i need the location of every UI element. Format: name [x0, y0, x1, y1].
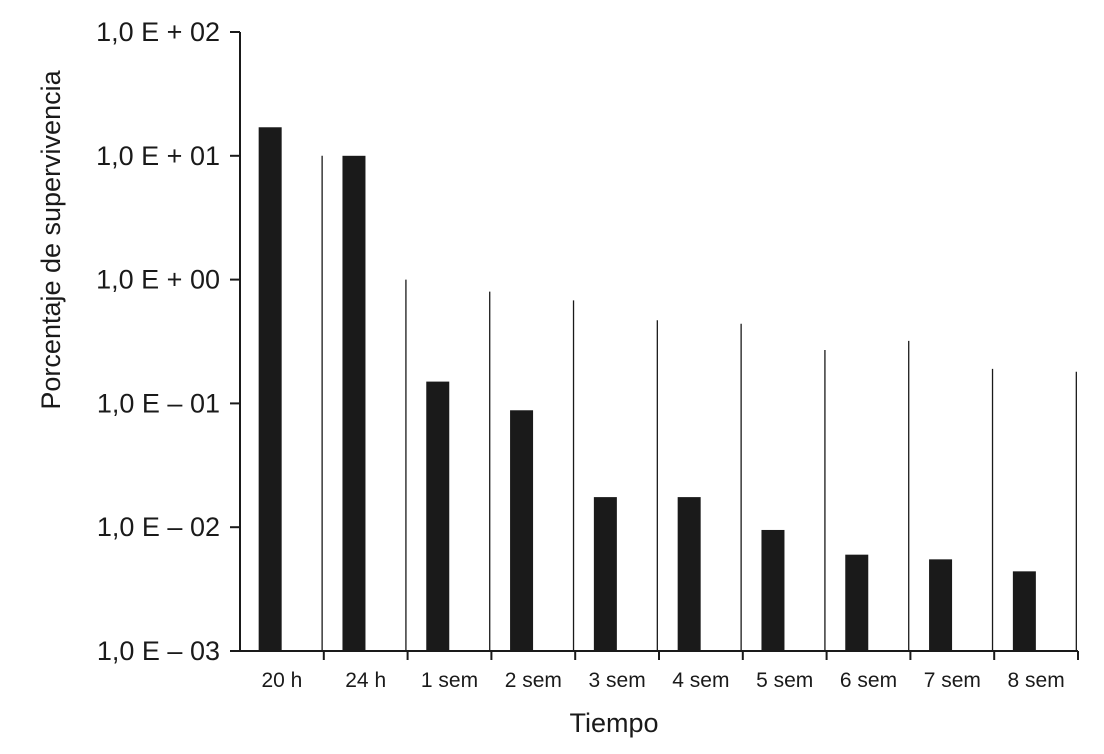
bar-thick	[426, 381, 450, 651]
bar-thick	[761, 529, 785, 651]
x-tick-label: 1 sem	[421, 669, 478, 692]
bar-thick	[929, 559, 953, 651]
bar-thick	[677, 497, 701, 651]
y-axis: 1,0 E – 03 1,0 E – 02 1,0 E – 01 1,0 E + 00…	[96, 17, 241, 666]
bar-thick	[845, 554, 869, 651]
y-tick-label: 1,0 E – 01	[97, 388, 220, 418]
y-tick-label: 1,0 E – 03	[97, 636, 220, 666]
x-tick-label: 8 sem	[1008, 669, 1065, 692]
x-tick-label: 3 sem	[589, 669, 646, 692]
bar-thick	[1012, 571, 1036, 651]
y-tick-label: 1,0 E + 00	[96, 265, 220, 295]
x-tick-label: 2 sem	[505, 669, 562, 692]
bars	[258, 127, 1077, 652]
x-tick-label: 24 h	[345, 669, 386, 692]
x-tick-label: 6 sem	[840, 669, 897, 692]
y-tick-label: 1,0 E – 02	[97, 512, 220, 542]
x-tick-label: 4 sem	[672, 669, 729, 692]
bar-thick	[593, 497, 617, 651]
x-tick-label: 7 sem	[924, 669, 981, 692]
x-tick-label: 5 sem	[756, 669, 813, 692]
y-tick-label: 1,0 E + 01	[96, 141, 220, 171]
x-tick-label: 20 h	[261, 669, 302, 692]
bar-thick	[510, 410, 534, 651]
y-axis-title: Porcentaje de supervivencia	[36, 69, 66, 409]
x-axis: 20 h 24 h 1 sem 2 sem 3 sem 4 sem 5 sem 6 sem 7 …	[240, 650, 1079, 692]
x-axis-title: Tiempo	[569, 708, 658, 738]
bar-thick	[342, 155, 366, 652]
y-tick-label: 1,0 E + 02	[96, 17, 220, 47]
bar-thick	[258, 127, 282, 651]
